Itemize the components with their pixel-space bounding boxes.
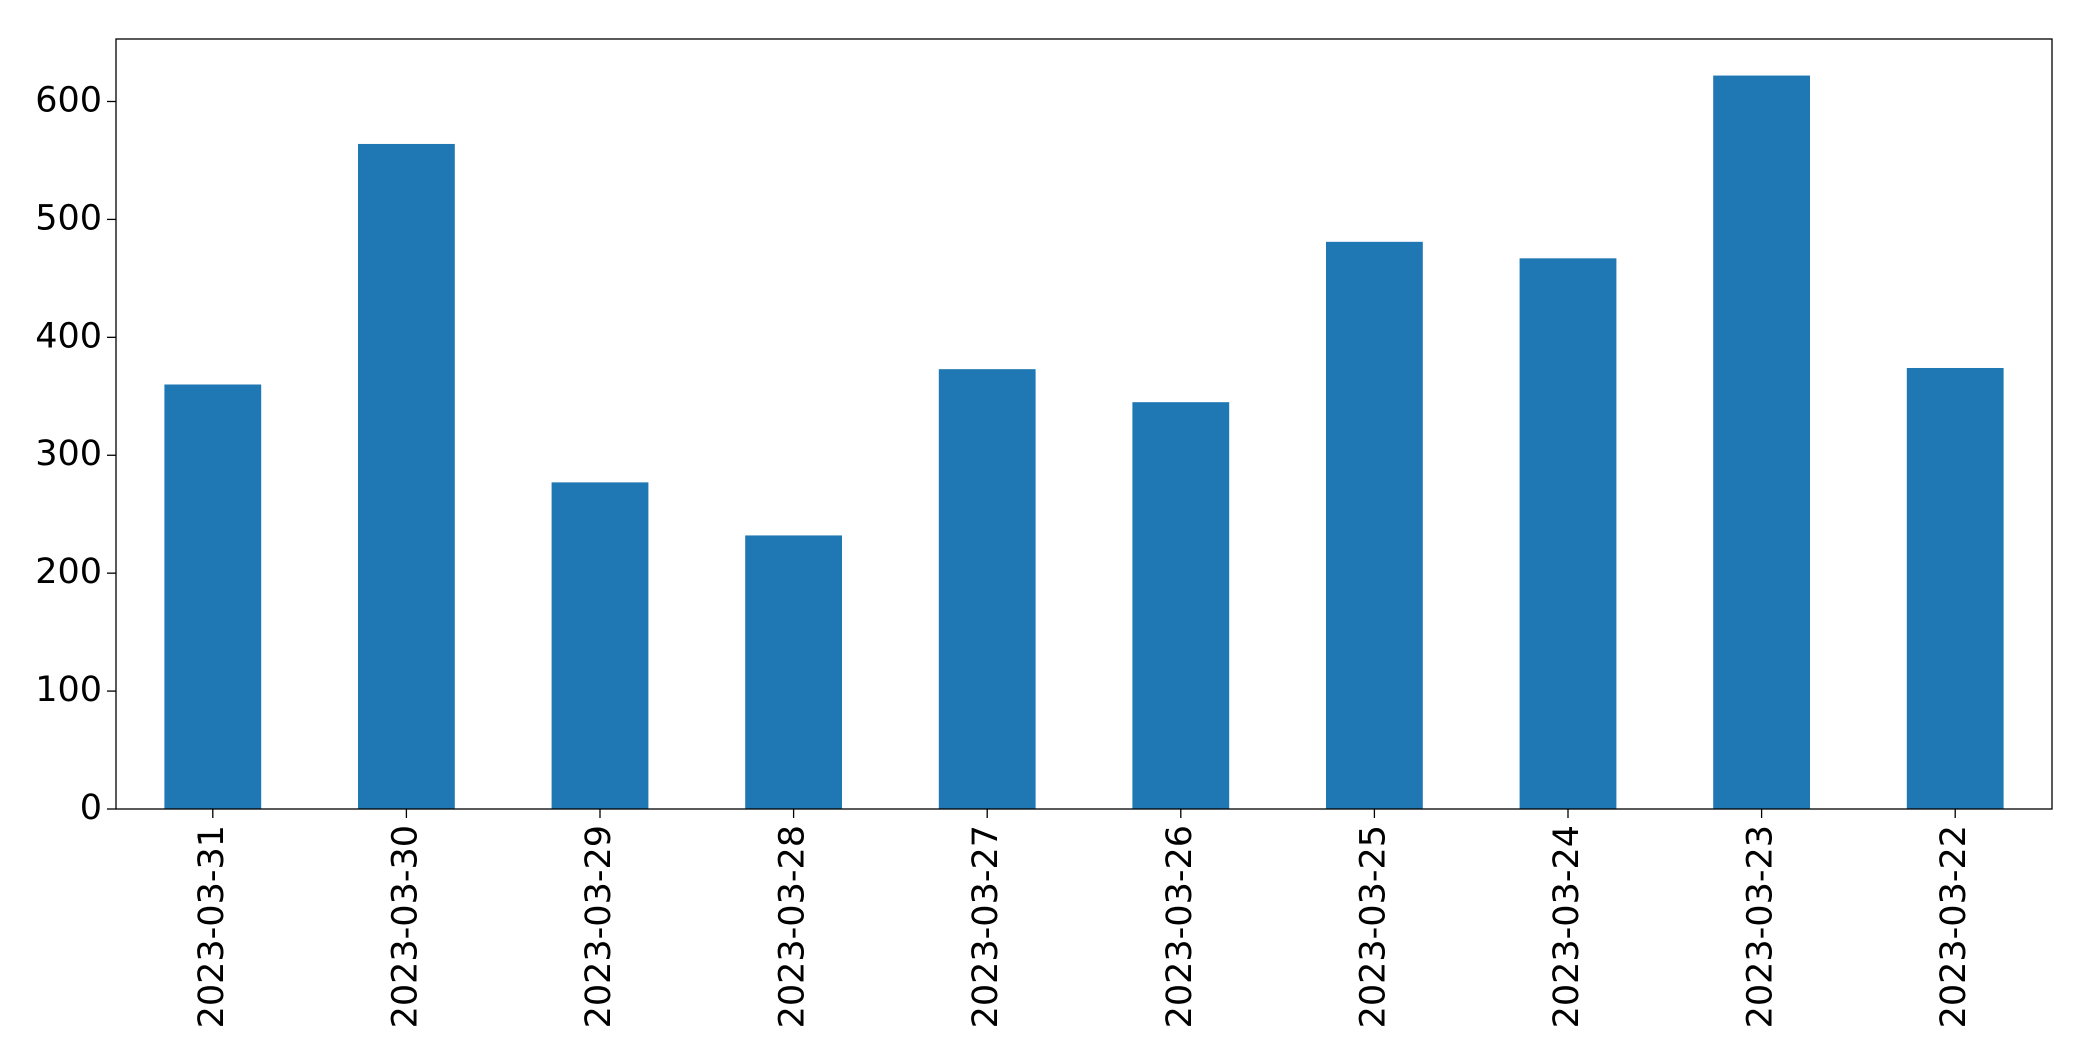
x-tick-label: 2023-03-24 bbox=[1547, 825, 1587, 1028]
bar bbox=[1906, 367, 2004, 809]
x-tick-label: 2023-03-30 bbox=[385, 825, 425, 1028]
x-tick-label: 2023-03-26 bbox=[1160, 825, 1200, 1028]
bar bbox=[358, 143, 455, 809]
x-tick-label: 2023-03-29 bbox=[579, 825, 619, 1028]
bar bbox=[164, 384, 262, 809]
y-tick-label: 0 bbox=[80, 788, 102, 828]
y-tick-label: 400 bbox=[35, 316, 102, 356]
bar bbox=[1132, 402, 1230, 809]
y-tick-label: 200 bbox=[35, 552, 102, 592]
bar bbox=[1326, 241, 1423, 810]
x-tick-label: 2023-03-31 bbox=[192, 825, 232, 1028]
y-tick-label: 500 bbox=[35, 198, 102, 238]
x-tick-label: 2023-03-27 bbox=[966, 825, 1006, 1028]
x-tick-label: 2023-03-28 bbox=[773, 825, 813, 1028]
bar bbox=[938, 369, 1036, 809]
x-tick-label: 2023-03-22 bbox=[1934, 825, 1974, 1028]
axes-frame bbox=[115, 38, 2053, 810]
bar bbox=[1713, 75, 1810, 809]
x-tick-label: 2023-03-23 bbox=[1741, 825, 1781, 1028]
y-tick-label: 600 bbox=[35, 80, 102, 120]
y-tick-label: 300 bbox=[35, 434, 102, 474]
bar bbox=[745, 535, 842, 809]
y-tick-label: 100 bbox=[35, 670, 102, 710]
x-tick-label: 2023-03-25 bbox=[1353, 825, 1393, 1028]
bar bbox=[1519, 258, 1617, 809]
bar bbox=[551, 482, 649, 809]
